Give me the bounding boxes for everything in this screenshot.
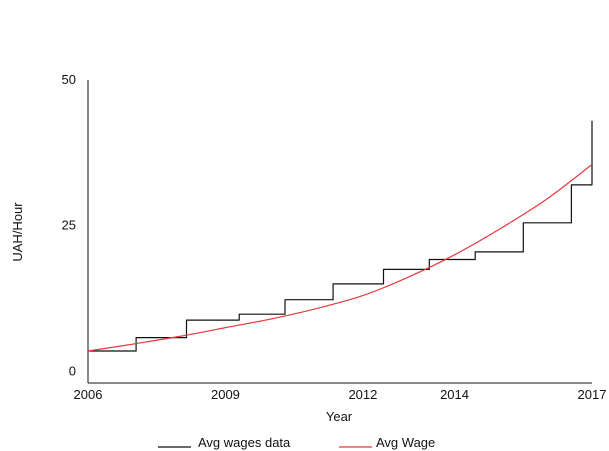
x-tick-label: 2006 [74, 387, 103, 402]
x-tick-label: 2014 [440, 387, 469, 402]
series-line-avg-wage [87, 164, 593, 352]
y-axis-label: UAH/Hour [10, 202, 25, 262]
tick-labels: 2006 2009 2012 2014 2017 0 25 50 [62, 72, 607, 402]
legend: Avg wages data Avg Wage [158, 435, 435, 450]
series-line-avg-wages-data [88, 120, 593, 352]
x-tick-label: 2017 [578, 387, 607, 402]
x-axis-label: Year [326, 409, 353, 424]
legend-label-fit: Avg Wage [376, 435, 435, 450]
axes [87, 80, 592, 384]
plot-area [87, 120, 593, 352]
y-tick-label: 50 [62, 72, 76, 87]
legend-label-data: Avg wages data [198, 435, 291, 450]
x-tick-label: 2009 [211, 387, 240, 402]
y-tick-label: 0 [69, 363, 76, 378]
x-tick-label: 2012 [348, 387, 377, 402]
y-tick-label: 25 [62, 218, 76, 233]
